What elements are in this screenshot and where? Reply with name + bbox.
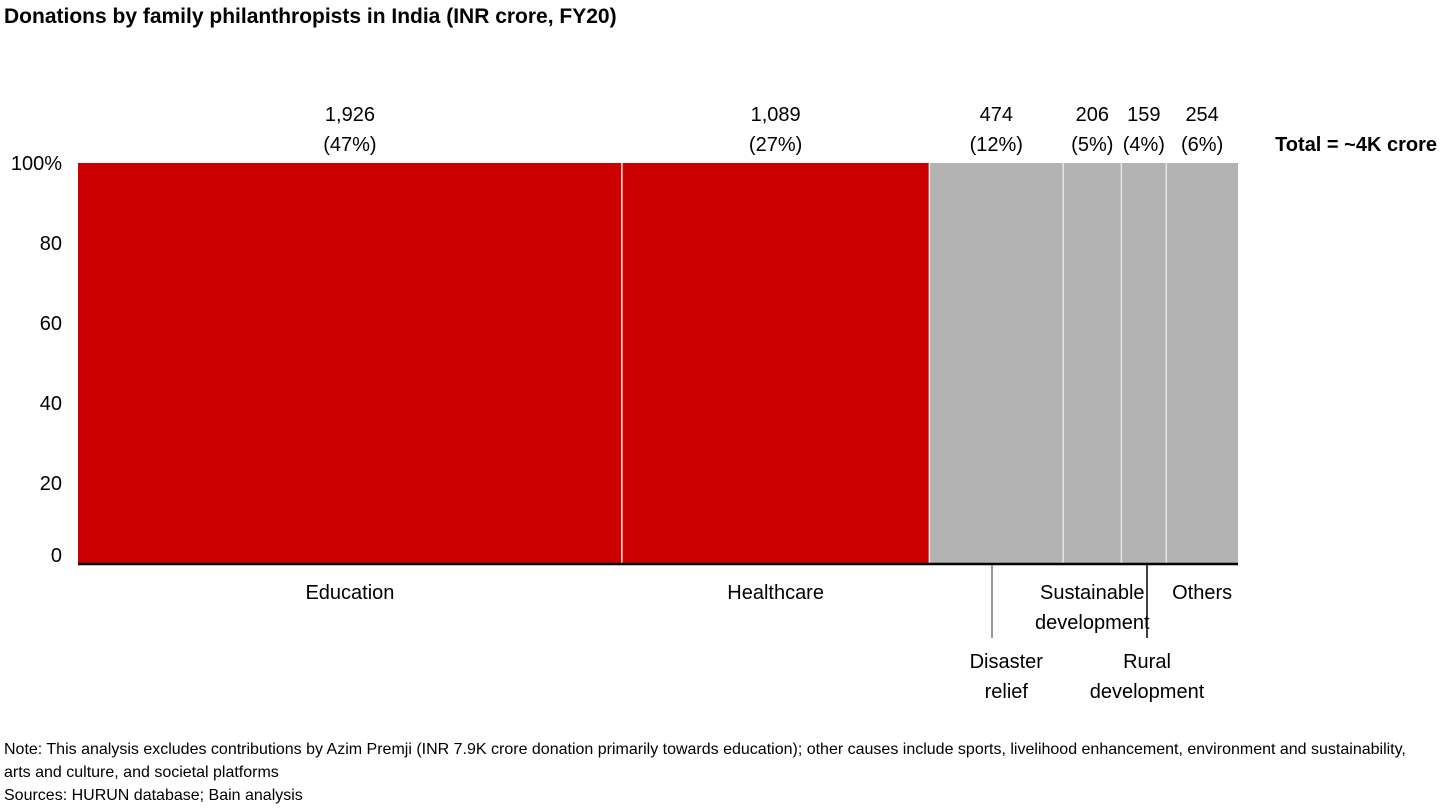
category-label: development <box>1035 612 1150 634</box>
value-label: 159 <box>1127 104 1160 126</box>
y-tick-label: 100% <box>11 153 62 175</box>
percent-label: (12%) <box>970 134 1023 156</box>
bar-segment <box>1063 163 1122 563</box>
total-label: Total = ~4K crore <box>1275 134 1437 156</box>
percent-label: (27%) <box>749 134 802 156</box>
bar-segment <box>78 163 622 563</box>
y-tick-label: 20 <box>40 473 62 495</box>
category-label: Disaster <box>970 651 1044 673</box>
chart-notes: Note: This analysis excludes contributio… <box>4 738 1424 807</box>
bar-segment <box>1121 163 1167 563</box>
category-label: Rural <box>1123 651 1171 673</box>
bar-segment <box>929 163 1064 563</box>
percent-label: (47%) <box>323 134 376 156</box>
category-label: Education <box>305 582 394 604</box>
category-label: development <box>1090 681 1205 703</box>
category-label: Others <box>1172 582 1232 604</box>
y-tick-label: 0 <box>51 545 62 567</box>
category-label: relief <box>985 681 1029 703</box>
chart-title: Donations by family philanthropists in I… <box>4 5 617 28</box>
note-text: Note: This analysis excludes contributio… <box>4 741 1406 781</box>
marimekko-chart: 100% 80 60 40 20 0 1,926 (47%) Education 1,089 (27… <box>11 104 1437 703</box>
bar-segment <box>621 163 930 563</box>
percent-label: (4%) <box>1123 134 1165 156</box>
value-label: 1,926 <box>325 104 375 126</box>
value-label: 254 <box>1185 104 1218 126</box>
category-label: Sustainable <box>1040 582 1145 604</box>
category-label: Healthcare <box>727 582 824 604</box>
y-tick-label: 80 <box>40 233 62 255</box>
y-tick-label: 60 <box>40 313 62 335</box>
value-label: 1,089 <box>751 104 801 126</box>
percent-label: (5%) <box>1071 134 1113 156</box>
percent-label: (6%) <box>1181 134 1223 156</box>
sources-text: Sources: HURUN database; Bain analysis <box>4 787 303 804</box>
value-label: 474 <box>980 104 1013 126</box>
bar-segment <box>1166 163 1238 563</box>
value-label: 206 <box>1076 104 1109 126</box>
y-tick-label: 40 <box>40 393 62 415</box>
